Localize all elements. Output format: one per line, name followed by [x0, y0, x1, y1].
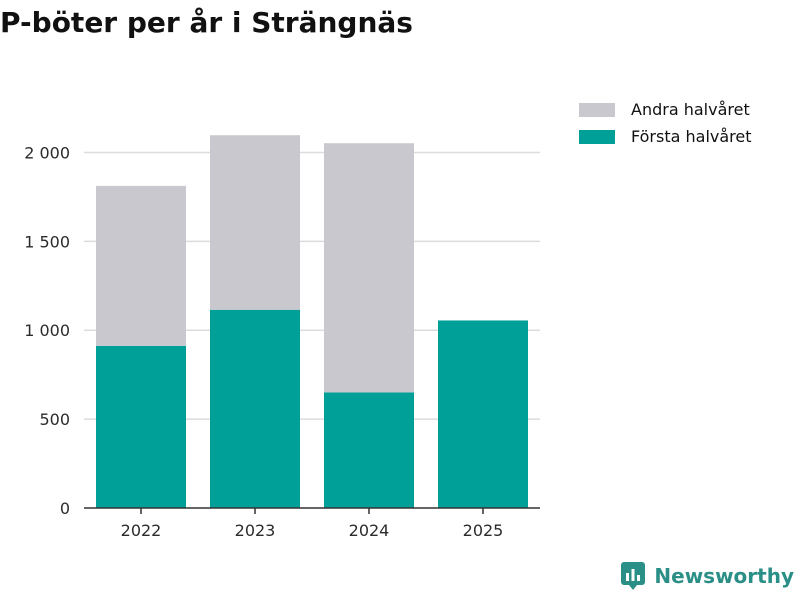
- legend-item-andra-halvaret: Andra halvåret: [579, 96, 752, 123]
- legend-label-forsta-halvaret: Första halvåret: [631, 127, 752, 146]
- bar-2024-series-0: [324, 392, 414, 508]
- newsworthy-brand: Newsworthy: [621, 562, 794, 590]
- x-tick-label-2024: 2024: [349, 521, 390, 540]
- chart-title: P-böter per år i Strängnäs: [0, 6, 413, 39]
- legend-label-andra-halvaret: Andra halvåret: [631, 100, 750, 119]
- y-tick-label-1500: 1 500: [24, 232, 70, 251]
- legend: Andra halvåret Första halvåret: [579, 96, 752, 150]
- y-tick-label-500: 500: [39, 410, 70, 429]
- x-tick-label-2023: 2023: [235, 521, 276, 540]
- y-tick-label-2000: 2 000: [24, 143, 70, 162]
- bar-2024-series-1: [324, 143, 414, 393]
- bar-2023-series-1: [210, 135, 300, 310]
- bar-2022-series-1: [96, 185, 186, 346]
- x-tick-label-2025: 2025: [463, 521, 504, 540]
- y-tick-label-1000: 1 000: [24, 321, 70, 340]
- legend-item-forsta-halvaret: Första halvåret: [579, 123, 752, 150]
- bar-2025-series-0: [438, 320, 528, 508]
- bar-2022-series-0: [96, 345, 186, 508]
- legend-swatch-forsta-halvaret: [579, 129, 615, 144]
- legend-swatch-andra-halvaret: [579, 102, 615, 117]
- bar-2023-series-0: [210, 309, 300, 508]
- y-tick-label-0: 0: [60, 499, 70, 518]
- x-tick-label-2022: 2022: [121, 521, 162, 540]
- brand-name: Newsworthy: [654, 564, 794, 588]
- newsworthy-logo-icon: [621, 562, 646, 590]
